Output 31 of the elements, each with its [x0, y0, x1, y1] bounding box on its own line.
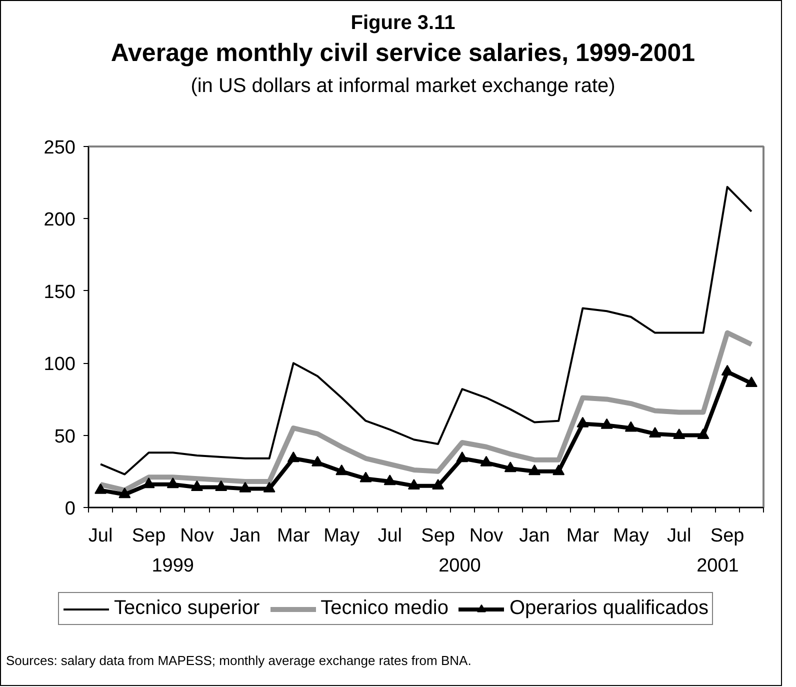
- x-tick-label: Nov: [469, 526, 504, 546]
- x-tick-label: May: [612, 526, 650, 546]
- y-tick-label: 150: [44, 282, 76, 303]
- y-tick-label: 100: [44, 354, 76, 376]
- legend-label: Tecnico superior: [114, 597, 260, 620]
- source-note: Sources: salary data from MAPESS; monthly average exchange rates from BNA.: [6, 652, 472, 670]
- y-tick-label: 200: [44, 210, 76, 231]
- legend-label: Operarios qualificados: [509, 597, 708, 620]
- legend-label: Tecnico medio: [320, 597, 448, 620]
- x-tick-label: Jul: [88, 526, 113, 546]
- x-tick-label: Sep: [132, 526, 166, 546]
- x-tick-label: Jul: [378, 526, 402, 546]
- x-tick-label: Jul: [666, 526, 692, 546]
- x-tick-label: Sep: [710, 526, 744, 546]
- x-tick-label: Jan: [519, 526, 550, 546]
- chart-subtitle: (in US dollars at informal market exchange rate): [190, 74, 616, 99]
- x-tick-label: Sep: [421, 526, 455, 546]
- x-tick-label: Jan: [230, 526, 261, 546]
- x-tick-label: May: [324, 526, 360, 546]
- y-tick-label: 50: [54, 426, 76, 448]
- x-tick-label: Mar: [566, 526, 600, 546]
- text: 2000: [438, 556, 481, 576]
- line-series: [100, 186, 752, 476]
- caption: Figure 3.11: [350, 11, 456, 36]
- text: 1999: [152, 556, 194, 576]
- x-tick-label: Nov: [180, 526, 214, 546]
- y-tick-label: 250: [44, 138, 76, 158]
- chart-title: Average monthly civil service salaries, 1999-2001: [110, 38, 696, 68]
- text: 2001: [696, 556, 739, 576]
- y-tick-label: 0: [64, 498, 76, 520]
- x-tick-label: Mar: [277, 526, 310, 546]
